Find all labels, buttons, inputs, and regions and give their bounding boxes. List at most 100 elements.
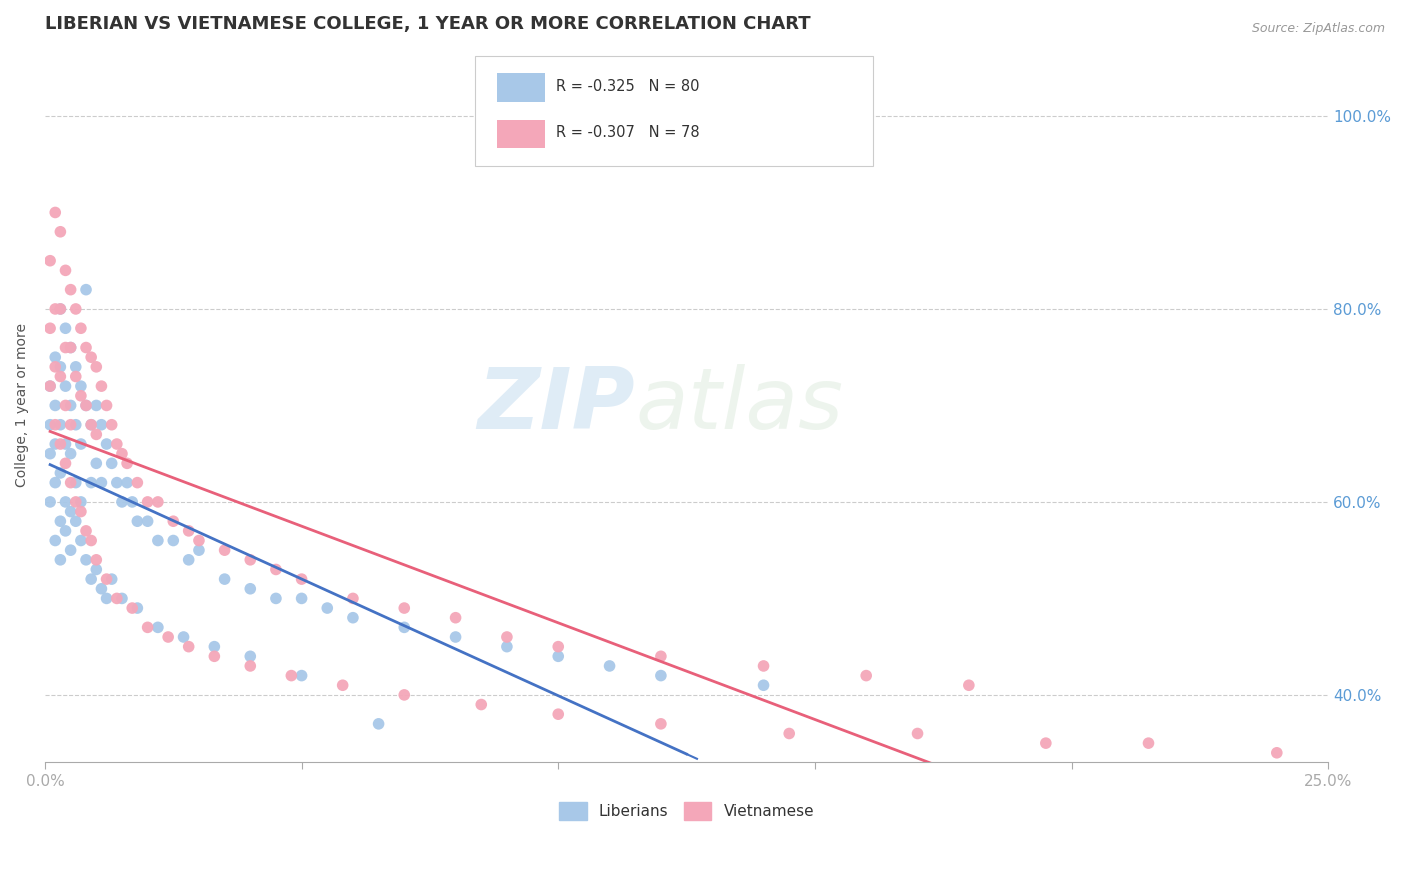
Point [80,533,103,548]
Point [75,399,97,413]
Point [214,572,236,586]
Point [80,350,103,364]
Point [84,456,107,470]
Point [157,630,180,644]
Point [84,427,107,442]
Point [39,495,62,509]
Point [59,475,82,490]
Point [44,475,66,490]
Point [752,659,775,673]
Point [127,475,149,490]
Point [84,553,107,567]
Point [39,321,62,335]
Point [49,225,72,239]
Point [70,533,93,548]
Point [547,640,569,654]
Point [75,524,97,538]
Point [44,533,66,548]
Point [188,533,211,548]
Point [121,495,143,509]
Point [80,475,103,490]
Point [291,668,314,682]
Point [55,379,77,393]
Point [55,263,77,277]
Point [80,417,103,432]
FancyBboxPatch shape [496,73,546,102]
Point [96,572,118,586]
Point [65,359,87,374]
Point [44,205,66,219]
Point [96,437,118,451]
Point [39,253,62,268]
Point [44,437,66,451]
Point [650,716,672,731]
Point [65,514,87,528]
Point [214,543,236,558]
Text: LIBERIAN VS VIETNAMESE COLLEGE, 1 YEAR OR MORE CORRELATION CHART: LIBERIAN VS VIETNAMESE COLLEGE, 1 YEAR O… [45,15,811,33]
Point [59,341,82,355]
Point [80,572,103,586]
Point [70,389,93,403]
Point [146,495,169,509]
Point [39,417,62,432]
Point [55,495,77,509]
Point [1265,746,1288,760]
Point [49,301,72,316]
Text: atlas: atlas [636,364,844,447]
Point [55,456,77,470]
Point [239,582,262,596]
Point [44,301,66,316]
Point [202,649,225,664]
Point [115,456,138,470]
Point [59,447,82,461]
Point [316,601,339,615]
Point [44,417,66,432]
Text: Source: ZipAtlas.com: Source: ZipAtlas.com [1251,22,1385,36]
Point [547,649,569,664]
Point [90,417,112,432]
Point [84,359,107,374]
Point [146,620,169,634]
Point [65,369,87,384]
Text: R = -0.307   N = 78: R = -0.307 N = 78 [555,125,699,140]
Point [291,591,314,606]
Point [111,591,134,606]
Point [39,447,62,461]
Point [239,659,262,673]
Point [177,640,200,654]
Point [650,649,672,664]
Point [239,553,262,567]
Point [470,698,492,712]
Point [75,553,97,567]
Point [136,495,159,509]
Point [49,437,72,451]
Point [1035,736,1057,750]
Point [496,640,519,654]
Point [127,601,149,615]
Point [264,591,287,606]
Point [121,601,143,615]
Point [75,283,97,297]
Point [444,630,467,644]
Point [547,707,569,722]
Point [80,417,103,432]
Point [70,379,93,393]
Point [855,668,877,682]
Point [752,678,775,692]
Point [59,543,82,558]
Point [332,678,354,692]
Point [65,475,87,490]
Point [394,688,416,702]
Point [75,341,97,355]
Point [49,301,72,316]
Point [55,399,77,413]
Point [136,514,159,528]
Point [90,379,112,393]
Point [177,524,200,538]
Point [162,533,184,548]
Point [65,495,87,509]
Point [105,437,128,451]
Point [59,399,82,413]
Point [367,716,389,731]
Point [96,399,118,413]
